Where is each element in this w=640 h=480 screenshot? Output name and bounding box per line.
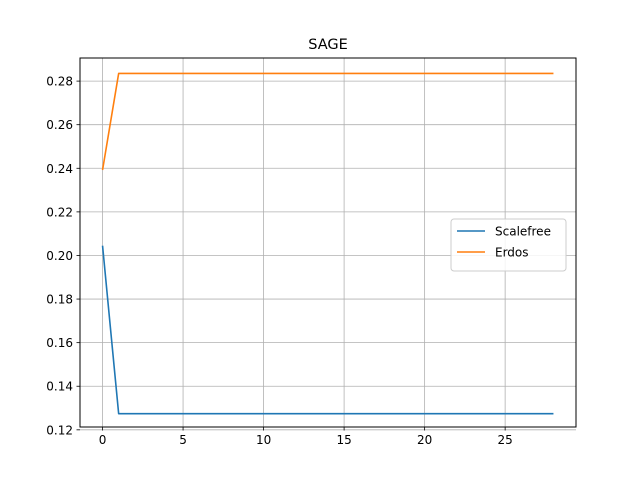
x-tick-label: 15 (336, 433, 351, 447)
series-line-scalefree (101, 245, 554, 415)
y-tick-label: 0.16 (46, 336, 73, 350)
x-tick-label: 20 (417, 433, 432, 447)
legend-label-erdos: Erdos (495, 246, 529, 260)
y-tick-label: 0.22 (46, 205, 73, 219)
x-tick-label: 25 (498, 433, 513, 447)
y-tick-label: 0.18 (46, 293, 73, 307)
series-lines (101, 72, 554, 415)
y-tick-label: 0.12 (46, 423, 73, 437)
y-tick-label: 0.24 (46, 162, 73, 176)
plot-frame (79, 57, 577, 428)
legend-box (450, 218, 567, 272)
axis-ticks: 0 5 10 15 20 25 0.12 0.14 0.16 0.18 0.20 0.22 0.24 0.… (46, 75, 513, 447)
series-line-erdos (101, 72, 554, 171)
y-tick-label: 0.26 (46, 118, 73, 132)
chart-title: SAGE (308, 37, 348, 53)
y-tick-label: 0.20 (46, 249, 73, 263)
x-tick-label: 10 (256, 433, 271, 447)
y-tick-label: 0.14 (46, 380, 73, 394)
x-tick-label: 5 (179, 433, 187, 447)
legend: Scalefree Erdos (450, 218, 567, 272)
y-tick-label: 0.28 (46, 75, 73, 89)
legend-label-scalefree: Scalefree (495, 225, 551, 239)
x-tick-label: 0 (99, 433, 107, 447)
